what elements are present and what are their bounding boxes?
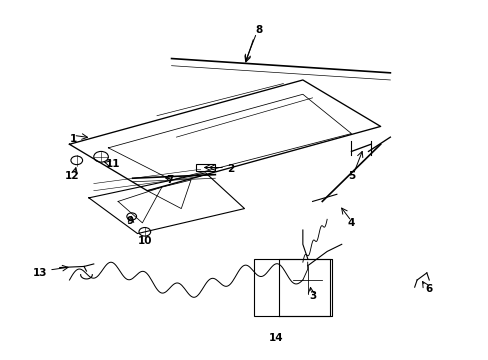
Text: 10: 10 (137, 236, 152, 246)
Bar (254, 258, 329, 316)
Bar (196, 164, 215, 171)
Text: 6: 6 (425, 284, 432, 294)
Text: 13: 13 (33, 268, 47, 278)
Text: 11: 11 (106, 159, 120, 169)
Text: 12: 12 (64, 171, 79, 181)
Text: 9: 9 (126, 216, 134, 226)
Text: 1: 1 (69, 134, 77, 144)
Text: 3: 3 (308, 291, 316, 301)
Text: 7: 7 (166, 175, 174, 185)
Text: 4: 4 (347, 218, 354, 228)
Text: 8: 8 (255, 25, 262, 35)
Text: 5: 5 (347, 171, 354, 181)
Text: 14: 14 (268, 333, 283, 343)
Text: 2: 2 (227, 164, 234, 174)
